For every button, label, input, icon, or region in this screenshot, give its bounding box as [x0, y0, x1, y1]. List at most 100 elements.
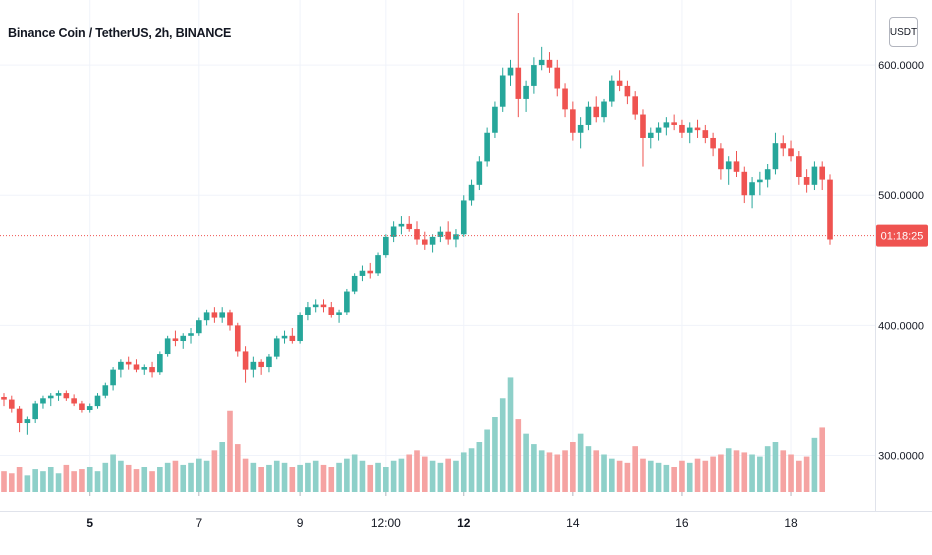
grid: [0, 0, 875, 492]
candle-body: [312, 304, 319, 308]
volume-bar: [219, 442, 225, 492]
volume-bar: [585, 446, 592, 492]
candle-body: [585, 106, 592, 125]
candle-body: [157, 354, 163, 373]
candle-body: [811, 166, 818, 185]
candle-body: [460, 200, 467, 235]
candle-body: [476, 161, 483, 185]
volume-bar: [312, 460, 319, 492]
candle-body: [110, 369, 116, 386]
chart-title: Binance Coin / TetherUS, 2h, BINANCE: [8, 26, 232, 40]
volume-bar: [328, 467, 335, 492]
candle-body: [273, 338, 280, 357]
candle-body: [531, 65, 537, 86]
candle-body: [437, 231, 444, 237]
volume-bar: [164, 462, 171, 492]
volume-bar: [297, 464, 303, 492]
volume-bar: [258, 467, 264, 492]
volume-bar: [196, 458, 202, 492]
candle-body: [647, 132, 654, 138]
candle-body: [601, 101, 607, 118]
volume-bar: [227, 410, 233, 492]
volume-bar: [686, 462, 693, 492]
volume-bar: [281, 462, 288, 492]
candle-body: [468, 184, 475, 201]
volume-bar: [718, 454, 724, 492]
candle-body: [624, 85, 631, 97]
candle-body: [125, 361, 132, 365]
x-tick-label: 7: [195, 516, 202, 530]
volume-bar: [383, 467, 389, 492]
candle-body: [577, 124, 584, 133]
currency-button[interactable]: USDT: [889, 17, 918, 47]
volume-bar: [375, 462, 381, 492]
volume-bar: [764, 446, 771, 492]
candle-body: [289, 335, 296, 342]
volume-bar: [811, 437, 818, 492]
candle-body: [749, 182, 755, 196]
candle-body: [250, 361, 257, 370]
volume-bar: [772, 442, 779, 492]
candle-body: [445, 231, 451, 240]
candle-body: [344, 291, 350, 313]
volume-bar: [359, 460, 366, 492]
candle-body: [718, 148, 724, 170]
candle-body: [234, 325, 241, 352]
volume-bar: [445, 458, 451, 492]
volume-bar: [577, 433, 584, 492]
volume-bar: [507, 377, 514, 492]
y-tick-label: 400.0000: [878, 320, 924, 332]
price-overlay: 01:18:25: [0, 224, 928, 247]
candle-body: [305, 307, 311, 315]
volume-bar: [305, 462, 311, 492]
volume-bar: [110, 454, 116, 492]
candle-body: [570, 109, 576, 133]
candle-body: [421, 239, 428, 245]
candle-body: [499, 75, 506, 107]
volume-bar: [531, 444, 537, 492]
candle-body: [671, 122, 677, 125]
candle-body: [196, 320, 202, 334]
volume-bar: [492, 417, 498, 492]
volume-bar: [476, 442, 483, 492]
volume-bar: [554, 454, 561, 492]
candle-body: [164, 338, 171, 355]
candle-body: [796, 156, 802, 178]
volume-bar: [710, 456, 716, 492]
volume-bar: [211, 450, 218, 492]
candle-body: [484, 132, 490, 162]
candle-body: [383, 236, 389, 256]
candle-body: [398, 223, 405, 227]
volume-bar: [180, 464, 187, 492]
candle-body: [24, 419, 31, 424]
volume-bar: [593, 450, 600, 492]
candle-body: [32, 403, 38, 420]
x-tick-label: 12: [457, 516, 471, 530]
volume-bar: [1, 471, 7, 492]
volume-bar: [141, 467, 148, 492]
volume-bar: [788, 454, 794, 492]
volume-bar: [47, 467, 54, 492]
volume-bar: [172, 460, 179, 492]
volume-bar: [336, 462, 342, 492]
candle-body: [351, 275, 358, 292]
volume-bar: [102, 462, 109, 492]
candles: [1, 13, 833, 435]
candle-body: [694, 127, 701, 131]
candle-body: [375, 255, 381, 274]
candle-body: [702, 130, 709, 138]
candle-body: [819, 166, 826, 180]
candle-body: [63, 393, 70, 399]
volume-bar: [8, 473, 15, 492]
volume-bar: [819, 427, 826, 492]
volume-bar: [125, 464, 132, 492]
candle-body: [757, 179, 763, 183]
x-tick-label: 9: [297, 516, 304, 530]
candle-body: [725, 161, 732, 170]
candle-body: [336, 312, 342, 315]
candle-body: [632, 96, 638, 115]
volume-bar: [118, 460, 124, 492]
volume-bar: [484, 429, 490, 492]
